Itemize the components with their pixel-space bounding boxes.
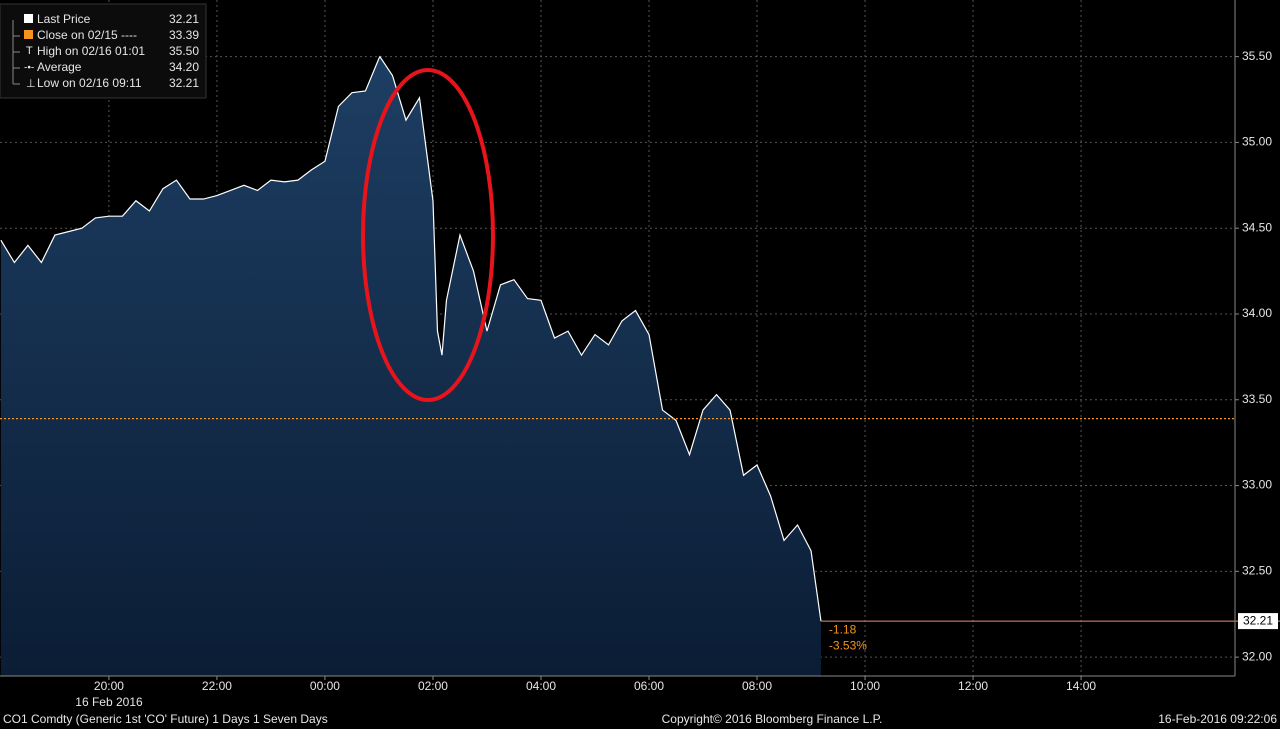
legend-tree xyxy=(12,20,20,85)
x-tick-label: 02:00 xyxy=(418,679,448,693)
legend-value: 33.39 xyxy=(169,28,199,42)
legend-name: Close on 02/15 ---- xyxy=(37,28,137,42)
legend-name: Average xyxy=(37,60,82,74)
x-tick-label: 12:00 xyxy=(958,679,988,693)
legend-value: 34.20 xyxy=(169,60,199,74)
x-tick-label: 06:00 xyxy=(634,679,664,693)
last-price-box xyxy=(1238,613,1278,630)
legend-icon: -•- xyxy=(24,63,34,74)
y-tick-label: 32.00 xyxy=(1242,649,1272,663)
legend-value: 35.50 xyxy=(169,44,199,58)
footer-center: Copyright© 2016 Bloomberg Finance L.P. xyxy=(662,712,883,726)
legend-value: 32.21 xyxy=(169,76,199,90)
y-tick-label: 35.50 xyxy=(1242,49,1272,63)
footer-left: CO1 Comdty (Generic 1st 'CO' Future) 1 D… xyxy=(3,712,328,726)
y-tick-label: 33.00 xyxy=(1242,478,1272,492)
x-tick-label: 00:00 xyxy=(310,679,340,693)
legend-icon xyxy=(24,14,33,23)
x-tick-label: 04:00 xyxy=(526,679,556,693)
price-line xyxy=(0,55,822,622)
legend-box xyxy=(0,3,207,99)
x-tick-label: 10:00 xyxy=(850,679,880,693)
legend-value: 32.21 xyxy=(169,12,199,26)
x-axis-label: 16 Feb 2016 xyxy=(75,695,143,709)
footer-right: 16-Feb-2016 09:22:06 xyxy=(1158,712,1277,726)
legend-name: Last Price xyxy=(37,12,91,26)
area-fill xyxy=(0,56,821,677)
legend-icon xyxy=(24,30,33,39)
y-tick-label: 34.00 xyxy=(1242,306,1272,320)
last-price-label: 32.21 xyxy=(1243,613,1273,627)
y-tick-label: 35.00 xyxy=(1242,135,1272,149)
x-tick-label: 22:00 xyxy=(202,679,232,693)
legend-icon: T xyxy=(26,45,33,57)
x-tick-label: 20:00 xyxy=(94,679,124,693)
y-tick-label: 32.50 xyxy=(1242,564,1272,578)
change-pct-label: -3.53% xyxy=(829,638,867,652)
legend-icon: ⊥ xyxy=(26,78,36,90)
y-tick-label: 33.50 xyxy=(1242,392,1272,406)
highlight-ellipse xyxy=(361,68,495,402)
y-tick-label: 34.50 xyxy=(1242,220,1272,234)
x-tick-label: 08:00 xyxy=(742,679,772,693)
change-label: -1.18 xyxy=(829,622,857,636)
legend-name: High on 02/16 01:01 xyxy=(37,44,145,58)
legend-name: Low on 02/16 09:11 xyxy=(37,76,142,90)
x-tick-label: 14:00 xyxy=(1066,679,1096,693)
